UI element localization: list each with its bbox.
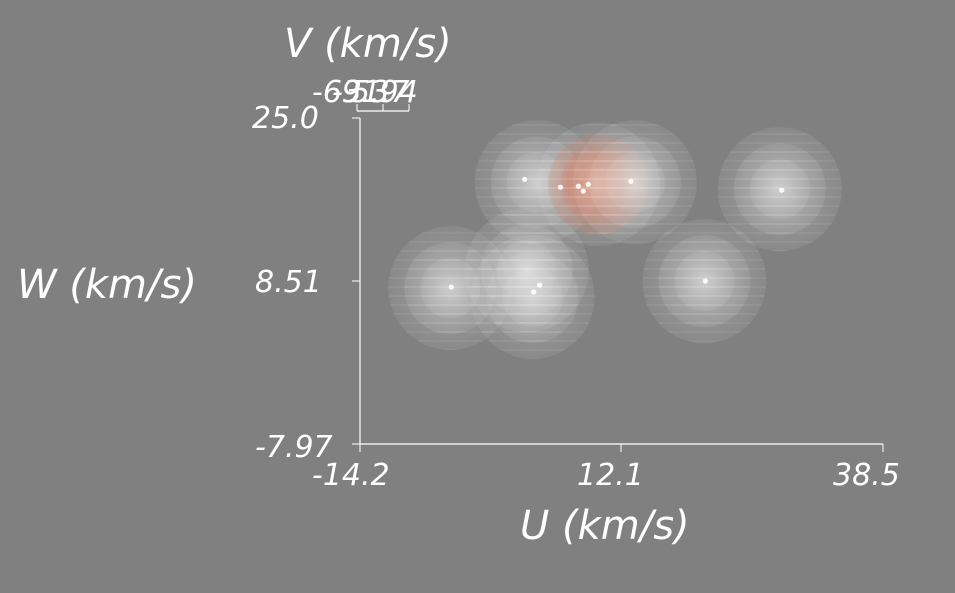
star-point bbox=[531, 289, 537, 295]
z-axis-title: V (km/s) bbox=[284, 21, 452, 67]
y-axis-title: W (km/s) bbox=[17, 262, 197, 308]
axes bbox=[352, 104, 884, 452]
x-axis-title: U (km/s) bbox=[520, 503, 690, 549]
star-point bbox=[537, 282, 543, 288]
z-tick-label: 5.94 bbox=[351, 75, 418, 110]
star-point bbox=[702, 278, 708, 284]
star-point bbox=[580, 188, 586, 194]
y-tick-label: -7.97 bbox=[255, 430, 333, 465]
star-point bbox=[522, 176, 528, 182]
cluster-shell-stripes bbox=[604, 152, 665, 213]
star-point bbox=[779, 187, 785, 193]
x-tick-label: 38.5 bbox=[833, 458, 900, 493]
cluster-hull bbox=[464, 208, 589, 333]
star-point bbox=[575, 183, 581, 189]
star-point bbox=[628, 178, 634, 184]
x-tick-label: 12.1 bbox=[577, 458, 644, 493]
cluster-hull bbox=[572, 120, 697, 245]
star-point bbox=[448, 284, 454, 290]
star-points bbox=[448, 176, 785, 295]
cluster-hulls bbox=[388, 120, 842, 359]
star-point bbox=[557, 184, 564, 190]
y-tick-label: 25.0 bbox=[252, 101, 319, 136]
z-tick-label: -31.7 bbox=[332, 75, 410, 110]
star-point bbox=[585, 181, 591, 187]
cluster-shell-stripes bbox=[496, 240, 557, 301]
z-tick-label: -69.3 bbox=[312, 75, 390, 110]
x-tick-label: -14.2 bbox=[312, 458, 390, 493]
y-tick-label: 8.51 bbox=[255, 265, 322, 300]
